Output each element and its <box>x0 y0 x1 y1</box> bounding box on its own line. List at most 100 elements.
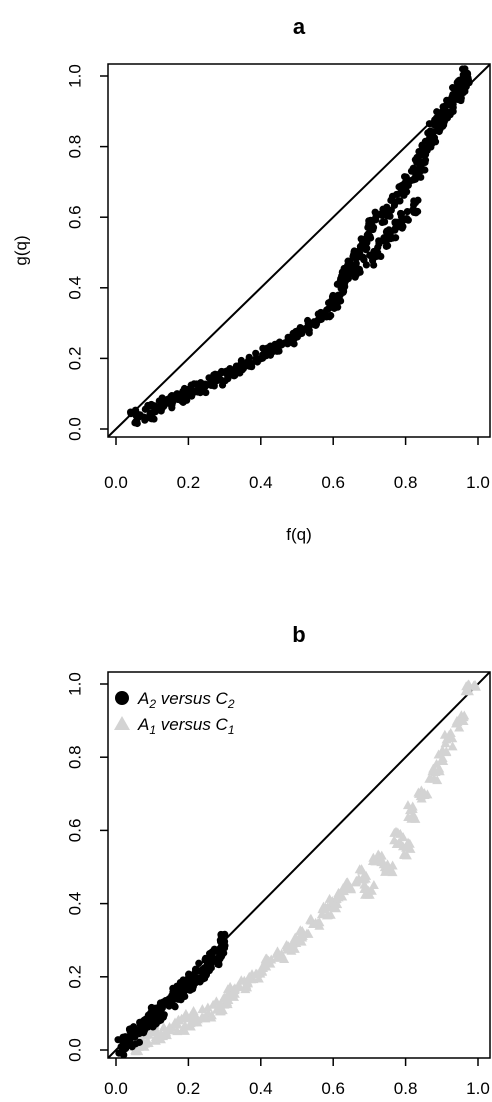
data-point <box>323 910 334 920</box>
x-tick-label: 0.6 <box>321 473 345 492</box>
data-point <box>221 930 229 938</box>
data-point <box>303 928 314 938</box>
y-tick-label: 1.0 <box>65 64 84 88</box>
reference-line <box>108 64 490 437</box>
data-point <box>376 850 387 860</box>
data-point <box>260 955 271 965</box>
data-point <box>143 1038 154 1048</box>
data-point <box>437 755 448 765</box>
data-point <box>404 216 412 224</box>
plot-frame <box>107 63 491 438</box>
x-tick-label: 0.2 <box>177 473 201 492</box>
data-point <box>245 353 253 361</box>
data-point <box>432 775 443 785</box>
data-point <box>463 686 474 696</box>
data-point <box>154 1008 162 1016</box>
data-layer <box>108 64 490 437</box>
data-point <box>369 223 377 231</box>
data-point <box>444 732 455 742</box>
data-point <box>465 79 473 87</box>
data-point <box>298 329 306 337</box>
data-point <box>127 410 135 418</box>
data-point <box>399 849 410 859</box>
data-point <box>368 879 379 889</box>
data-point <box>355 265 363 273</box>
y-tick-label: 0.6 <box>65 819 84 843</box>
y-tick-label: 0.2 <box>65 347 84 371</box>
y-tick-label: 0.8 <box>65 745 84 769</box>
data-point <box>168 997 176 1006</box>
data-point <box>378 211 386 220</box>
data-point <box>276 951 287 961</box>
x-tick-label: 1.0 <box>466 473 490 492</box>
data-point <box>405 805 416 815</box>
data-point <box>316 909 327 919</box>
data-point <box>403 207 411 216</box>
y-tick-label: 0.6 <box>65 205 84 229</box>
legend-marker <box>114 716 130 730</box>
data-point <box>164 1023 175 1033</box>
data-point <box>438 112 447 120</box>
data-point <box>160 1011 168 1019</box>
data-point <box>135 1038 144 1046</box>
data-point <box>421 156 430 164</box>
data-point <box>396 189 404 197</box>
data-point <box>404 838 415 848</box>
data-point <box>201 380 209 388</box>
data-point <box>373 211 381 219</box>
data-point <box>196 1012 207 1022</box>
x-tick-label: 1.0 <box>466 1079 490 1098</box>
legend-label: A2 versus C2 <box>137 689 235 711</box>
data-point <box>333 888 344 898</box>
data-point <box>441 747 452 757</box>
data-point <box>315 316 324 324</box>
data-point <box>378 859 389 869</box>
y-tick-label: 0.4 <box>65 892 84 916</box>
data-point <box>353 873 364 883</box>
data-point <box>456 93 464 101</box>
x-tick-label: 0.4 <box>249 1079 273 1098</box>
data-point <box>414 207 422 216</box>
data-point <box>253 973 264 983</box>
data-point <box>368 852 379 862</box>
data-point <box>359 879 370 889</box>
data-point <box>220 949 228 957</box>
data-point <box>189 389 197 398</box>
data-point <box>348 267 356 275</box>
data-point <box>384 864 395 874</box>
data-point <box>260 351 268 359</box>
data-point <box>240 984 251 994</box>
data-point <box>441 106 450 114</box>
x-axis-label: f(q) <box>286 525 312 544</box>
panel-a: a 0.0 0.2 0.4 0.6 0.8 1.0 0.0 0.2 0.4 0.6 0.8 1.0 f(q… <box>11 14 491 544</box>
data-point <box>342 877 353 887</box>
data-point <box>359 883 370 893</box>
data-point <box>257 966 268 976</box>
data-point <box>286 337 294 345</box>
data-point <box>440 738 451 748</box>
x-tick-label: 0.2 <box>177 1079 201 1098</box>
data-point <box>140 1023 148 1031</box>
data-point <box>447 741 458 751</box>
data-point <box>463 69 472 78</box>
data-point <box>333 892 344 902</box>
data-point <box>180 1020 191 1030</box>
data-point <box>354 864 365 874</box>
data-point <box>248 363 256 371</box>
data-point <box>389 827 400 837</box>
data-point <box>180 384 189 393</box>
data-point <box>426 773 437 783</box>
data-point <box>115 1049 123 1057</box>
data-point <box>373 248 381 256</box>
x-tick-label: 0.8 <box>394 473 418 492</box>
data-point <box>411 175 420 183</box>
data-point <box>452 717 463 727</box>
legend-marker <box>115 691 129 705</box>
data-point <box>158 404 166 412</box>
data-point <box>375 240 383 248</box>
data-point <box>402 173 410 181</box>
data-point <box>431 758 442 768</box>
y-tick-label: 0.2 <box>65 965 84 989</box>
data-point <box>206 1012 217 1022</box>
data-point <box>416 151 425 160</box>
